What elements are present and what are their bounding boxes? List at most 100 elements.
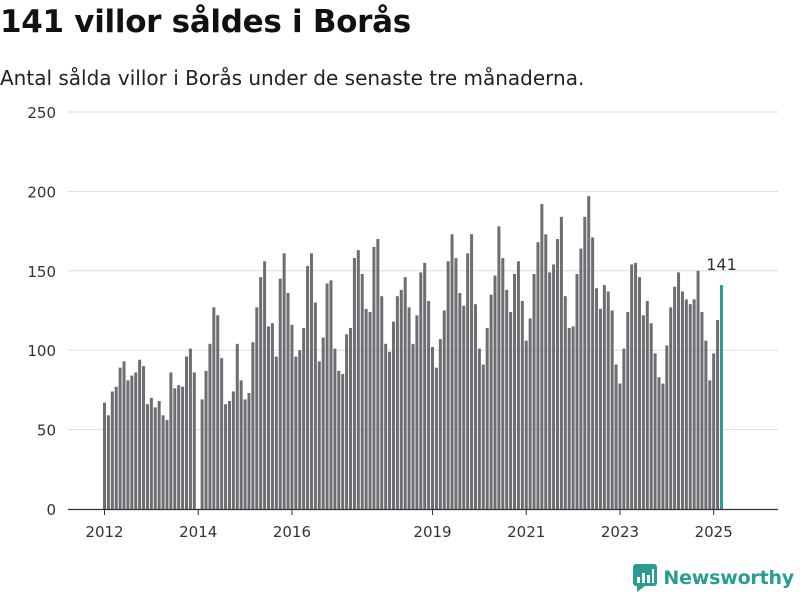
bar xyxy=(493,275,497,509)
bar xyxy=(489,294,493,509)
bar xyxy=(263,261,267,509)
bar xyxy=(614,364,618,509)
bar xyxy=(372,246,376,510)
bar xyxy=(563,296,567,509)
x-tick-label: 2016 xyxy=(273,523,311,541)
bar xyxy=(384,343,388,509)
bar xyxy=(470,234,474,509)
bar xyxy=(333,348,337,509)
bar xyxy=(591,237,595,509)
bar xyxy=(587,196,591,509)
bar xyxy=(618,383,622,509)
x-tick-label: 2012 xyxy=(85,523,123,541)
bar xyxy=(118,367,122,509)
bar xyxy=(661,383,665,509)
bar xyxy=(630,264,634,509)
bar xyxy=(380,296,384,509)
bar xyxy=(485,327,489,509)
bar xyxy=(177,385,181,509)
bar xyxy=(583,216,587,510)
bar xyxy=(438,339,442,509)
bar xyxy=(255,307,259,509)
bar xyxy=(360,273,364,509)
bar xyxy=(704,340,708,509)
bar xyxy=(341,374,345,509)
bar xyxy=(536,242,540,509)
bar xyxy=(688,304,692,509)
bar xyxy=(290,324,294,509)
x-tick-label: 2023 xyxy=(601,523,639,541)
bar xyxy=(684,299,688,509)
bar xyxy=(571,326,575,509)
bar xyxy=(423,262,427,509)
bar xyxy=(126,380,130,509)
brand-logo: Newsworthy xyxy=(633,564,794,592)
bar xyxy=(606,291,610,509)
bar xyxy=(110,391,114,509)
bar xyxy=(169,372,173,509)
bar xyxy=(450,234,454,509)
bar xyxy=(204,370,208,509)
bar xyxy=(352,258,356,509)
bar xyxy=(329,280,333,509)
bar xyxy=(356,250,360,509)
bar xyxy=(637,277,641,509)
bar xyxy=(657,377,661,509)
bar xyxy=(555,239,559,510)
bar xyxy=(673,286,677,509)
bar xyxy=(294,356,298,509)
bar xyxy=(224,404,228,509)
bar xyxy=(442,310,446,509)
bar xyxy=(411,343,415,509)
bar xyxy=(622,348,626,509)
bar xyxy=(446,261,450,509)
y-tick-label: 0 xyxy=(46,501,56,519)
x-tick-label: 2025 xyxy=(695,523,733,541)
bar xyxy=(302,327,306,509)
bar xyxy=(700,312,704,509)
bar xyxy=(388,351,392,509)
bar xyxy=(239,380,243,509)
bar xyxy=(298,350,302,509)
bar xyxy=(200,399,204,509)
y-tick-label: 150 xyxy=(27,263,56,281)
bar xyxy=(235,343,239,509)
bar xyxy=(634,262,638,509)
bar xyxy=(524,340,528,509)
bar xyxy=(157,401,161,509)
bar xyxy=(231,391,235,509)
bar xyxy=(509,312,513,509)
bar xyxy=(696,270,700,509)
x-tick-label: 2021 xyxy=(507,523,545,541)
bar xyxy=(251,342,255,509)
bar xyxy=(399,289,403,509)
bar xyxy=(598,308,602,509)
bar xyxy=(130,375,134,509)
y-tick-label: 200 xyxy=(27,183,56,201)
x-tick-label: 2019 xyxy=(413,523,451,541)
chart-logo-icon xyxy=(633,564,658,592)
bar xyxy=(716,320,720,509)
bar xyxy=(173,388,177,509)
bar xyxy=(337,370,341,509)
bar xyxy=(669,307,673,509)
bar xyxy=(208,343,212,509)
bar xyxy=(306,266,310,509)
bar xyxy=(321,337,325,509)
chart-subtitle: Antal sålda villor i Borås under de sena… xyxy=(0,66,585,90)
bar xyxy=(282,253,286,509)
bar xyxy=(626,312,630,509)
bar xyxy=(653,353,657,509)
bar xyxy=(286,293,290,509)
bar xyxy=(567,327,571,509)
bar xyxy=(677,272,681,509)
bar xyxy=(395,296,399,509)
bar xyxy=(532,273,536,509)
bar xyxy=(641,315,645,509)
bar xyxy=(243,399,247,509)
bar xyxy=(579,248,583,509)
bar xyxy=(415,315,419,509)
bar xyxy=(649,323,653,509)
bar xyxy=(103,402,106,509)
